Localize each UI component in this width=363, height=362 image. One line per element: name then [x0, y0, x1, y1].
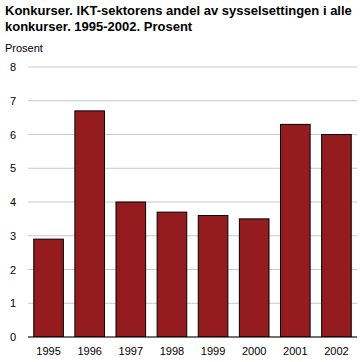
y-tick-label: 6: [10, 129, 16, 141]
y-tick-label: 0: [10, 331, 16, 343]
y-tick-label: 2: [10, 264, 16, 276]
grid-line: [28, 337, 357, 338]
bar: [198, 216, 228, 338]
x-axis: [28, 337, 357, 338]
grid-line: [28, 100, 357, 101]
bar: [281, 124, 311, 337]
bar: [34, 239, 64, 337]
x-tick-label: 2001: [283, 345, 307, 357]
chart-container: Konkurser. IKT-sektorens andel av syssel…: [0, 0, 363, 362]
x-tick-label: 1995: [36, 345, 60, 357]
y-tick-label: 3: [10, 230, 16, 242]
x-tick-label: 2002: [324, 345, 348, 357]
y-tick-label: 8: [10, 61, 16, 73]
x-tick-label: 1997: [119, 345, 143, 357]
y-tick-label: 7: [10, 95, 16, 107]
x-tick-label: 1999: [201, 345, 225, 357]
title: Konkurser. IKT-sektorens andel av syssel…: [5, 3, 352, 34]
y-tick-label: 4: [10, 196, 16, 208]
bar: [239, 219, 269, 337]
x-tick-label: 1998: [160, 345, 184, 357]
y-axis-label: Prosent: [5, 42, 43, 54]
bar: [75, 111, 105, 337]
x-tick-label: 1996: [77, 345, 101, 357]
bars: [34, 111, 351, 337]
bar: [116, 202, 146, 337]
x-tick-label: 2000: [242, 345, 266, 357]
bar: [157, 212, 187, 337]
y-tick-label: 1: [10, 297, 16, 309]
grid-line: [28, 67, 357, 68]
bar: [322, 135, 352, 338]
y-tick-label: 5: [10, 162, 16, 174]
chart: Konkurser. IKT-sektorens andel av syssel…: [0, 0, 363, 362]
